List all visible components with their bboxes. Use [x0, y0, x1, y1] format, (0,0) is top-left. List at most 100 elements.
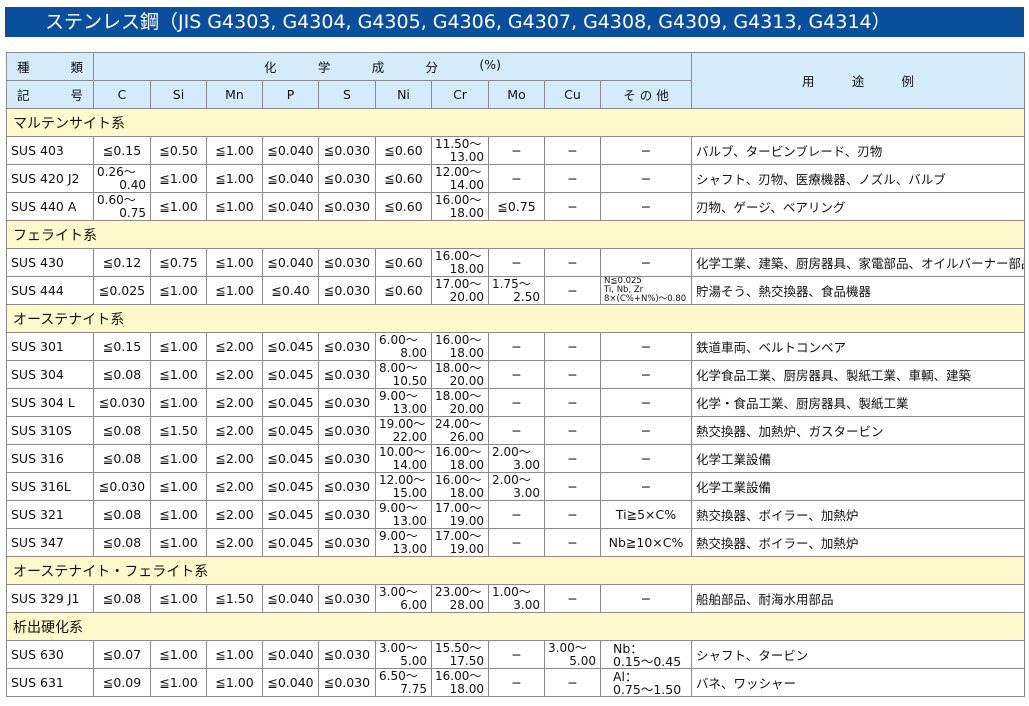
composition-cell: ≦1.00 — [206, 248, 263, 277]
range-value: 10.00〜 14.00 — [377, 446, 431, 472]
range-from: 2.00〜 — [492, 472, 531, 487]
range-value: 9.00〜 13.00 — [377, 530, 431, 556]
composition-cell: ≦1.00 — [206, 668, 263, 697]
grade-name: SUS 630 — [6, 640, 94, 669]
composition-cell: ≦0.08 — [93, 360, 151, 389]
range-value: 11.50〜 13.00 — [433, 138, 488, 164]
composition-cell: ≦1.00 — [150, 500, 207, 529]
composition-cell: ≦0.030 — [318, 500, 376, 529]
other-elements: Nb： 0.15〜0.45 — [602, 642, 691, 668]
composition-cell: − — [544, 668, 601, 697]
symbol-label-char: 号 — [70, 88, 83, 103]
use-label-char: 例 — [901, 74, 915, 89]
composition-cell: − — [544, 276, 601, 305]
section-title: マルテンサイト系 — [5, 108, 1026, 137]
range-from: 24.00〜 — [435, 416, 482, 431]
composition-cell: ≦2.00 — [206, 416, 263, 445]
chem-label-char: (%) — [479, 57, 502, 72]
use-example: バネ、ワッシャー — [691, 668, 1026, 697]
composition-cell: − — [488, 640, 545, 669]
grade-name: SUS 329 J1 — [6, 584, 94, 613]
use-example: 貯湯そう、熱交換器、食品機器 — [691, 276, 1026, 305]
composition-cell: − — [544, 388, 601, 417]
other-line: 0.75〜1.50 — [613, 681, 682, 697]
composition-cell: ≦0.030 — [318, 444, 376, 473]
use-header: 用途例 — [691, 52, 1026, 109]
composition-cell: Nb： 0.15〜0.45 — [599, 640, 693, 669]
composition-cell: 3.00〜 5.00 — [375, 640, 432, 669]
composition-cell: ≦0.030 — [93, 388, 151, 417]
composition-cell: ≦0.030 — [318, 248, 376, 277]
range-value: 1.75〜 2.50 — [490, 278, 544, 304]
range-from: 6.50〜 — [379, 668, 418, 683]
chem-label-char: 化 — [264, 60, 277, 75]
table-row: SUS 329 J1 ≦0.08 ≦1.00 ≦1.50 ≦0.040 ≦0.030 3.0… — [6, 584, 1026, 613]
range-value: 9.00〜 13.00 — [377, 390, 431, 416]
section-title: オーステナイト・フェライト系 — [5, 556, 1026, 585]
range-to: 3.00 — [513, 485, 540, 500]
composition-cell: 9.00〜 13.00 — [375, 388, 432, 417]
chem-label-char: 成 — [371, 60, 385, 75]
composition-cell: 1.00〜 3.00 — [488, 584, 545, 613]
composition-cell: ≦0.030 — [318, 192, 376, 221]
composition-cell: 16.00〜 18.00 — [431, 332, 489, 361]
composition-cell: ≦0.75 — [150, 248, 207, 277]
table-row: SUS 301 ≦0.15 ≦1.00 ≦2.00 ≦0.045 ≦0.030 6.00〜 8… — [6, 332, 1026, 361]
composition-cell: ≦0.15 — [93, 136, 151, 165]
composition-cell: 18.00〜 20.00 — [431, 360, 489, 389]
column-header: S — [318, 80, 376, 109]
other-line: 8×(C%+N%)〜0.80 — [604, 294, 687, 304]
composition-cell: ≦0.50 — [150, 136, 207, 165]
composition-cell: 2.00〜 3.00 — [488, 472, 545, 501]
composition-cell: − — [488, 500, 545, 529]
composition-cell: ≦0.60 — [375, 248, 432, 277]
composition-cell: ≦0.040 — [262, 164, 319, 193]
range-from: 16.00〜 — [435, 472, 482, 487]
range-value: 6.50〜 7.75 — [377, 668, 431, 696]
range-value: 0.26〜 0.40 — [95, 166, 150, 192]
composition-cell: − — [599, 360, 693, 389]
composition-cell: ≦0.045 — [262, 388, 319, 417]
composition-cell: ≦0.040 — [262, 584, 319, 613]
range-from: 8.00〜 — [379, 360, 418, 375]
composition-cell: ≦2.00 — [206, 388, 263, 417]
composition-cell: − — [488, 528, 545, 557]
other-line: Al： — [613, 668, 638, 684]
composition-cell: 24.00〜 26.00 — [431, 416, 489, 445]
grade-name: SUS 347 — [6, 528, 94, 557]
composition-cell: 2.00〜 3.00 — [488, 444, 545, 473]
composition-cell: ≦0.030 — [318, 360, 376, 389]
composition-cell: ≦1.00 — [206, 640, 263, 669]
range-from: 2.00〜 — [492, 444, 531, 459]
composition-cell: ≦2.00 — [206, 528, 263, 557]
composition-cell: 0.26〜 0.40 — [93, 164, 151, 193]
column-header: P — [262, 80, 319, 109]
header-row: 種類化学成分 (%) 用途例 — [6, 52, 1026, 109]
composition-cell: ≦0.15 — [93, 332, 151, 361]
kind-label-char: 種 — [17, 60, 30, 75]
section-row: 析出硬化系 — [5, 612, 1026, 641]
composition-cell: ≦1.00 — [206, 164, 263, 193]
range-to: 0.40 — [119, 177, 146, 192]
composition-cell: − — [544, 528, 601, 557]
column-header: Cr — [431, 80, 489, 109]
chemical-composition-header: 化 学 成 分 (%) — [92, 52, 693, 81]
composition-cell: ≦1.00 — [150, 640, 207, 669]
use-example: シャフト、タービン — [691, 640, 1026, 669]
composition-cell: ≦0.045 — [262, 416, 319, 445]
composition-cell: − — [544, 584, 601, 613]
composition-cell: − — [544, 360, 601, 389]
composition-cell: ≦1.00 — [150, 332, 207, 361]
composition-cell: ≦2.00 — [206, 500, 263, 529]
composition-cell: 23.00〜 28.00 — [431, 584, 489, 613]
range-from: 16.00〜 — [435, 332, 482, 347]
range-to: 19.00 — [449, 513, 484, 528]
page-title: ステンレス鋼（JIS G4303, G4304, G4305, G4306, G… — [5, 7, 1024, 37]
composition-cell: 1.75〜 2.50 — [488, 276, 545, 305]
composition-cell: 16.00〜 18.00 — [431, 192, 489, 221]
range-value: 9.00〜 13.00 — [377, 502, 431, 528]
composition-cell: ≦0.040 — [262, 248, 319, 277]
section-row: マルテンサイト系 — [5, 108, 1026, 137]
range-from: 17.00〜 — [435, 276, 482, 291]
composition-cell: − — [488, 332, 545, 361]
